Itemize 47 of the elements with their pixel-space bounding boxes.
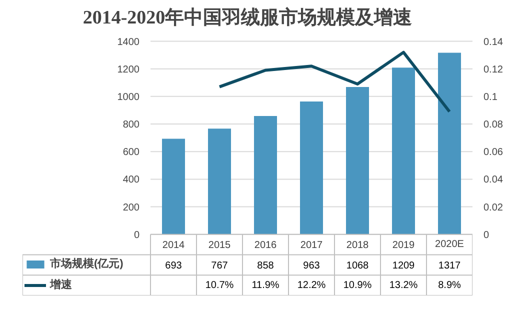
x-tick-label: 2016 [254, 240, 278, 252]
y-tick-label: 1000 [117, 92, 140, 103]
bar [162, 138, 185, 234]
chart-title: 2014-2020年中国羽绒服市场规模及增速 [82, 6, 412, 28]
y2-tick-label: 0.02 [484, 202, 504, 214]
legend-label: 市场规模(亿元) [50, 256, 124, 272]
bar [254, 116, 277, 234]
y-tick-label: 1400 [117, 36, 140, 48]
y2-tick-label: 0.04 [484, 174, 504, 186]
y-tick-label: 400 [122, 174, 140, 186]
data-label: 767 [211, 260, 228, 272]
bar [346, 87, 369, 234]
y2-tick-label: 0.12 [484, 64, 504, 76]
y2-tick-label: 0 [484, 230, 490, 241]
y-tick-label: 200 [122, 202, 140, 214]
line-series [218, 50, 451, 114]
bar [300, 102, 323, 234]
y-tick-label: 0 [134, 230, 140, 241]
data-label: 1209 [392, 260, 416, 272]
x-tick-label: 2017 [300, 240, 324, 252]
data-label: 10.7% [205, 280, 234, 291]
bar [208, 128, 231, 234]
bar [438, 52, 461, 234]
y2-tick-label: 0.08 [484, 120, 504, 131]
y-tick-label: 800 [122, 120, 140, 131]
data-label: 12.2% [297, 280, 326, 291]
y2-tick-label: 0.1 [484, 92, 498, 103]
x-tick-label: 2015 [208, 240, 232, 252]
x-tick-label: 2020E [435, 239, 464, 250]
data-label: 858 [257, 260, 274, 272]
data-label: 10.9% [343, 280, 372, 291]
x-tick-label: 2018 [346, 240, 370, 252]
data-label: 693 [165, 260, 182, 272]
x-tick-label: 2014 [162, 240, 186, 252]
y-tick-label: 600 [122, 147, 140, 158]
data-label: 8.9% [438, 280, 462, 291]
data-label: 13.2% [389, 280, 418, 291]
legend-label: 增速 [50, 278, 73, 293]
data-label: 1068 [346, 260, 370, 272]
data-label: 11.9% [252, 280, 280, 291]
x-tick-label: 2019 [392, 240, 416, 252]
data-label: 963 [303, 260, 320, 272]
y2-tick-label: 0.06 [484, 147, 504, 158]
bar [392, 68, 415, 234]
y2-tick-label: 0.14 [484, 36, 504, 48]
y-tick-label: 1200 [117, 64, 140, 76]
data-label: 1317 [438, 260, 462, 272]
